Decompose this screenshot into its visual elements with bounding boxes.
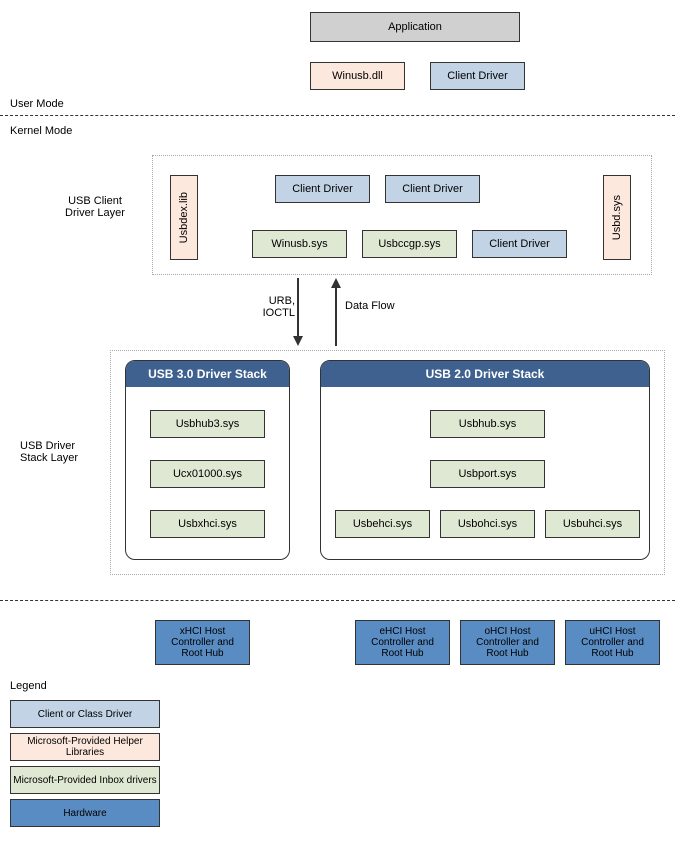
legend-client-label: Client or Class Driver — [38, 709, 132, 720]
arrow-up-line — [335, 288, 337, 346]
application-label: Application — [388, 21, 442, 33]
client-driver-k2-label: Client Driver — [402, 183, 463, 195]
kernel-mode-text: Kernel Mode — [10, 125, 72, 137]
client-driver-k1-label: Client Driver — [292, 183, 353, 195]
legend-helper-label: Microsoft-Provided Helper Libraries — [13, 736, 157, 758]
xhci-host-box: xHCI Host Controller and Root Hub — [155, 620, 250, 665]
client-layer-text: USB Client Driver Layer — [65, 195, 125, 219]
ucx-sys-label: Ucx01000.sys — [173, 468, 242, 480]
client-driver-k3-label: Client Driver — [489, 238, 550, 250]
usbehci-sys-box: Usbehci.sys — [335, 510, 430, 538]
client-driver-k2-box: Client Driver — [385, 175, 480, 203]
usb20-stack-title: USB 2.0 Driver Stack — [426, 367, 545, 381]
uhci-host-box: uHCI Host Controller and Root Hub — [565, 620, 660, 665]
data-flow-label: Data Flow — [345, 300, 395, 312]
stack-layer-label: USB Driver Stack Layer — [20, 440, 105, 464]
uhci-host-label: uHCI Host Controller and Root Hub — [570, 626, 655, 659]
usbehci-sys-label: Usbehci.sys — [353, 518, 412, 530]
usbport-sys-box: Usbport.sys — [430, 460, 545, 488]
legend-inbox-label: Microsoft-Provided Inbox drivers — [13, 775, 156, 786]
winusb-sys-label: Winusb.sys — [271, 238, 327, 250]
ehci-host-label: eHCI Host Controller and Root Hub — [360, 626, 445, 659]
legend-hw-box: Hardware — [10, 799, 160, 827]
usbport-sys-label: Usbport.sys — [458, 468, 516, 480]
data-flow-text: Data Flow — [345, 300, 395, 312]
legend-inbox-box: Microsoft-Provided Inbox drivers — [10, 766, 160, 794]
usbuhci-sys-label: Usbuhci.sys — [563, 518, 622, 530]
usbohci-sys-box: Usbohci.sys — [440, 510, 535, 538]
legend-client-box: Client or Class Driver — [10, 700, 160, 728]
client-driver-user-box: Client Driver — [430, 62, 525, 90]
arrow-up-head — [331, 278, 341, 288]
usbxhci-sys-label: Usbxhci.sys — [178, 518, 237, 530]
usbccgp-sys-box: Usbccgp.sys — [362, 230, 457, 258]
winusb-dll-label: Winusb.dll — [332, 70, 383, 82]
usbohci-sys-label: Usbohci.sys — [458, 518, 517, 530]
arrow-down-line — [297, 278, 299, 338]
ohci-host-label: oHCI Host Controller and Root Hub — [465, 626, 550, 659]
usbhub3-sys-label: Usbhub3.sys — [176, 418, 240, 430]
winusb-dll-box: Winusb.dll — [310, 62, 405, 90]
legend-helper-box: Microsoft-Provided Helper Libraries — [10, 733, 160, 761]
arrow-down-head — [293, 336, 303, 346]
urb-ioctl-label: URB, IOCTL — [250, 295, 295, 319]
usb30-stack-header: USB 3.0 Driver Stack — [126, 361, 289, 387]
usbdex-lib-label: Usbdex.lib — [178, 192, 190, 243]
stack-layer-text: USB Driver Stack Layer — [20, 440, 78, 464]
hw-divider — [0, 600, 675, 601]
usbuhci-sys-box: Usbuhci.sys — [545, 510, 640, 538]
urb-ioctl-text: URB, IOCTL — [263, 295, 295, 319]
user-mode-text: User Mode — [10, 98, 64, 110]
usbdex-lib-box: Usbdex.lib — [170, 175, 198, 260]
client-driver-k3-box: Client Driver — [472, 230, 567, 258]
usbxhci-sys-box: Usbxhci.sys — [150, 510, 265, 538]
usbd-sys-label: Usbd.sys — [611, 195, 623, 240]
client-driver-user-label: Client Driver — [447, 70, 508, 82]
legend-title: Legend — [10, 680, 47, 692]
usb20-stack-header: USB 2.0 Driver Stack — [321, 361, 649, 387]
application-box: Application — [310, 12, 520, 42]
usbhub-sys-label: Usbhub.sys — [459, 418, 516, 430]
usbccgp-sys-label: Usbccgp.sys — [378, 238, 440, 250]
kernel-mode-label: Kernel Mode — [10, 125, 72, 137]
usbhub-sys-box: Usbhub.sys — [430, 410, 545, 438]
xhci-host-label: xHCI Host Controller and Root Hub — [160, 626, 245, 659]
usb30-stack-title: USB 3.0 Driver Stack — [148, 367, 267, 381]
client-layer-label: USB Client Driver Layer — [55, 195, 135, 219]
ohci-host-box: oHCI Host Controller and Root Hub — [460, 620, 555, 665]
client-driver-k1-box: Client Driver — [275, 175, 370, 203]
legend-hw-label: Hardware — [63, 808, 106, 819]
ehci-host-box: eHCI Host Controller and Root Hub — [355, 620, 450, 665]
user-mode-label: User Mode — [10, 98, 64, 110]
legend-title-text: Legend — [10, 680, 47, 692]
usbhub3-sys-box: Usbhub3.sys — [150, 410, 265, 438]
winusb-sys-box: Winusb.sys — [252, 230, 347, 258]
ucx-sys-box: Ucx01000.sys — [150, 460, 265, 488]
usbd-sys-box: Usbd.sys — [603, 175, 631, 260]
mode-divider — [0, 115, 675, 116]
